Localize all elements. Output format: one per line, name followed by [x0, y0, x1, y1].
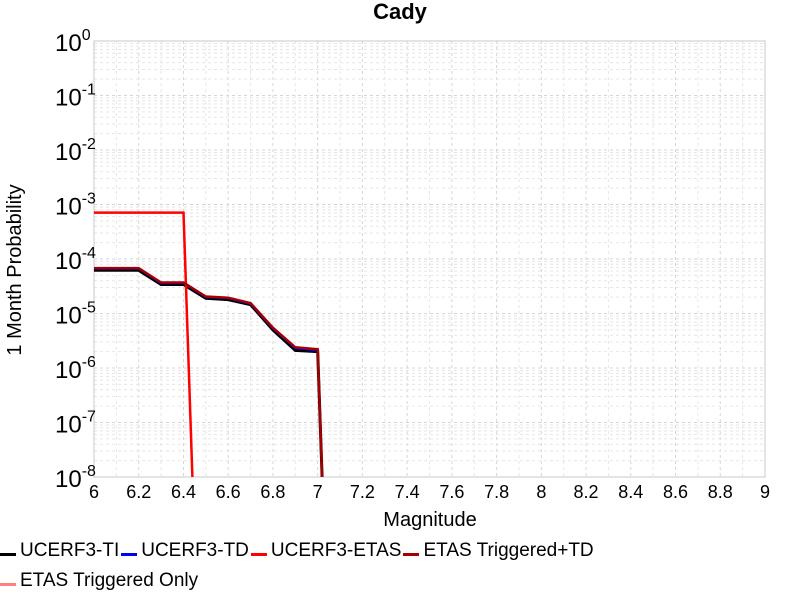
- x-tick-labels: 6 6.2 6.4 6.6 6.8 7 7.2 7.4 7.6 7.8 8 8.2 8.4 8.6 8.8 9: [89, 482, 770, 502]
- y-tick-label: 10-3: [55, 191, 96, 221]
- legend-label: ETAS Triggered+TD: [423, 540, 594, 561]
- x-tick-label: 7.8: [484, 482, 509, 502]
- y-tick-label: 10-2: [55, 136, 96, 166]
- x-tick-label: 7.2: [350, 482, 375, 502]
- x-tick-label: 6: [89, 482, 99, 502]
- y-tick-label: 10-5: [55, 300, 96, 330]
- x-tick-label: 8.8: [708, 482, 733, 502]
- legend-swatch: [0, 582, 16, 586]
- legend-row: ETAS Triggered Only: [0, 566, 200, 596]
- legend-swatch: [121, 552, 138, 556]
- x-tick-label: 8: [536, 482, 546, 502]
- x-tick-label: 6.4: [171, 482, 196, 502]
- x-tick-label: 7.6: [439, 482, 464, 502]
- x-tick-label: 6.2: [126, 482, 151, 502]
- grid: [93, 41, 766, 478]
- legend-swatch: [403, 552, 420, 556]
- legend-label: UCERF3-ETAS: [270, 540, 402, 561]
- x-tick-label: 7: [313, 482, 323, 502]
- series-group: [94, 211, 324, 478]
- legend-label: ETAS Triggered Only: [20, 570, 199, 591]
- y-tick-label: 10-7: [55, 409, 96, 439]
- legend-label: UCERF3-TD: [141, 540, 249, 561]
- legend-item: UCERF3-TI: [0, 540, 119, 562]
- x-axis-label: Magnitude: [383, 509, 476, 531]
- plot-area: [93, 40, 766, 478]
- x-tick-label: 9: [760, 482, 770, 502]
- y-tick-labels: 100 10-1 10-2 10-3 10-4 10-5 10-6 10-7 10-8: [55, 27, 96, 493]
- y-tick-label: 10-6: [55, 354, 96, 384]
- x-tick-label: 8.4: [618, 482, 643, 502]
- legend-item: ETAS Triggered+TD: [403, 540, 594, 562]
- x-tick-label: 6.8: [260, 482, 285, 502]
- y-tick-label: 10-8: [55, 463, 96, 493]
- x-tick-label: 7.4: [395, 482, 420, 502]
- chart-title: Cady: [373, 0, 428, 24]
- y-tick-label: 10-1: [55, 82, 96, 112]
- legend-label: UCERF3-TI: [20, 540, 120, 561]
- y-axis-label: 1 Month Probability: [4, 184, 26, 355]
- x-tick-label: 6.6: [216, 482, 241, 502]
- legend-row: UCERF3-TI UCERF3-TD UCERF3-ETAS ETAS Trigge…: [0, 536, 596, 566]
- legend-item: UCERF3-TD: [121, 540, 249, 562]
- chart: Cady 6 6.2 6.4 6.6 6.8 7 7.2 7.4 7.6 7.8 8 8.2 8.4 8.…: [4, 0, 770, 531]
- series-line-ucerf3-ti: [94, 268, 324, 478]
- series-line-ucerf3-etas: [94, 211, 194, 478]
- legend-swatch: [0, 552, 16, 556]
- legend-item: ETAS Triggered Only: [0, 570, 198, 592]
- series-line-etas-triggered-td: [94, 266, 324, 478]
- x-tick-label: 8.6: [663, 482, 688, 502]
- y-tick-label: 100: [55, 27, 91, 57]
- legend-swatch: [250, 552, 267, 556]
- y-tick-label: 10-4: [55, 245, 96, 275]
- legend-item: UCERF3-ETAS: [250, 540, 402, 562]
- x-tick-label: 8.2: [574, 482, 599, 502]
